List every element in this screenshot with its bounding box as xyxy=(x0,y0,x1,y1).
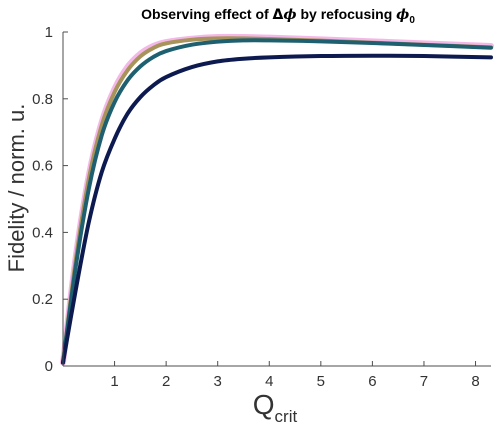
series-line-4 xyxy=(61,53,493,365)
x-tick-label: 4 xyxy=(265,373,273,390)
x-tick-label: 5 xyxy=(317,373,325,390)
y-tick-label: 0.8 xyxy=(32,91,53,108)
y-axis-label: Fidelity / norm. u. xyxy=(4,104,29,273)
x-axis-label-main: Q xyxy=(253,389,275,420)
series-line-3 xyxy=(61,38,493,365)
chart-title-delta: Δ xyxy=(273,7,284,23)
axes-group: 1 2 3 4 5 6 7 8 0 0.2 0.4 0.6 0.8 1 xyxy=(32,24,491,390)
chart-title-prefix: Observing effect of xyxy=(141,6,272,22)
y-tick-label: 0.6 xyxy=(32,158,53,175)
y-tick-label: 1 xyxy=(45,24,53,41)
x-tick-label: 7 xyxy=(420,373,428,390)
x-axis-label: Qcrit xyxy=(253,389,298,426)
chart-title: Observing effect of Δϕ by refocusing ϕ0 xyxy=(141,6,415,26)
x-axis-label-subscript: crit xyxy=(275,407,298,426)
x-tick-label: 2 xyxy=(162,373,170,390)
x-tick-label: 6 xyxy=(368,373,376,390)
y-tick-label: 0 xyxy=(45,358,53,375)
chart-title-phi: ϕ xyxy=(283,7,296,23)
chart-title-middle: by refocusing xyxy=(297,6,397,22)
x-tick-label: 8 xyxy=(471,373,479,390)
series-group xyxy=(60,33,494,366)
plot-background xyxy=(63,32,491,366)
chart-title-phi0-subscript: 0 xyxy=(409,15,415,26)
x-tick-label: 1 xyxy=(110,373,118,390)
y-tick-label: 0.4 xyxy=(32,224,53,241)
x-tick-label: 3 xyxy=(214,373,222,390)
chart-title-phi0: ϕ xyxy=(396,7,409,23)
plot-area xyxy=(63,32,491,366)
y-tick-label: 0.2 xyxy=(32,291,53,308)
